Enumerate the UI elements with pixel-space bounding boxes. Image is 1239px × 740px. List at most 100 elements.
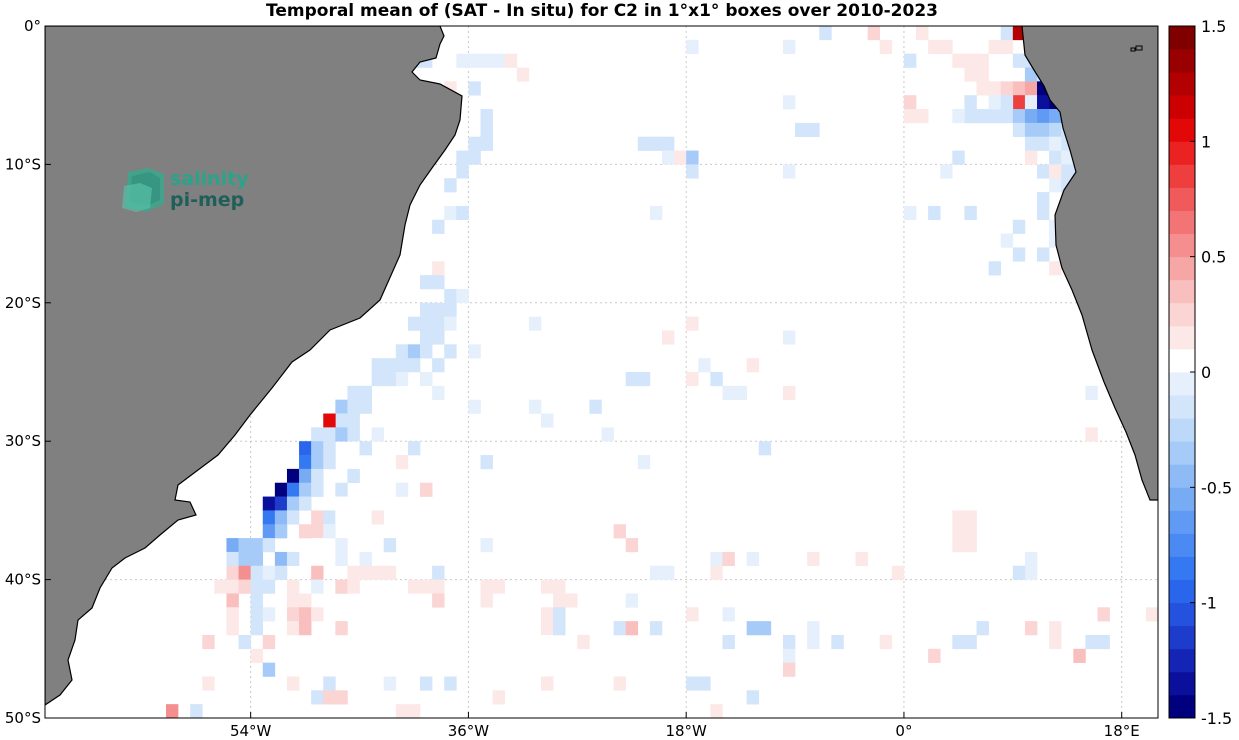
data-cell (613, 524, 626, 539)
data-cell (1024, 136, 1038, 151)
data-cell (686, 316, 699, 331)
data-cell (807, 122, 820, 138)
data-cell (480, 109, 493, 124)
data-cell (1024, 122, 1038, 138)
data-cell (964, 524, 977, 539)
data-cell (323, 524, 336, 539)
data-cell (432, 385, 445, 400)
data-cell (335, 551, 348, 567)
data-cell (274, 565, 288, 580)
data-cell (686, 39, 699, 54)
data-cell (541, 621, 554, 636)
data-cell (468, 53, 481, 68)
data-cell (686, 372, 699, 387)
data-cell (250, 565, 264, 580)
data-cell (432, 565, 445, 580)
data-cell (226, 607, 239, 622)
data-cell (395, 372, 409, 387)
colorbar-swatch (1169, 372, 1195, 396)
data-cell (432, 358, 445, 373)
colorbar-tick-label: 0 (1201, 363, 1211, 382)
data-cell (928, 39, 941, 54)
data-cell (952, 634, 965, 650)
data-cell (407, 316, 421, 331)
data-cell (903, 205, 917, 221)
data-cell (976, 621, 989, 636)
data-cell (577, 634, 590, 650)
data-cell (637, 372, 651, 387)
data-cell (1049, 164, 1062, 179)
data-cell (782, 634, 796, 650)
data-cell (1085, 634, 1098, 650)
data-cell (226, 551, 239, 567)
data-cell (262, 634, 276, 650)
data-cell (480, 593, 493, 608)
data-cell (274, 496, 288, 511)
data-cell (722, 607, 735, 622)
data-cell (831, 634, 844, 650)
data-cell (286, 538, 300, 553)
data-cell (226, 621, 239, 636)
data-cell (311, 441, 324, 456)
data-cell (1037, 247, 1050, 262)
data-cell (456, 150, 469, 165)
data-cell (1049, 178, 1062, 193)
data-cell (226, 565, 239, 580)
data-cell (323, 510, 336, 525)
data-cell (214, 579, 227, 594)
data-cell (238, 538, 251, 553)
data-cell (456, 205, 469, 221)
data-cell (698, 358, 711, 373)
data-cell (286, 468, 300, 484)
data-cell (347, 427, 360, 442)
data-cell (432, 219, 445, 234)
data-cell (649, 136, 663, 151)
colorbar-swatch (1169, 72, 1195, 96)
data-cell (504, 53, 518, 68)
data-cell (165, 704, 179, 718)
colorbar-swatch (1169, 325, 1195, 350)
data-cell (299, 455, 312, 470)
data-cell (649, 205, 663, 221)
data-cell (1145, 607, 1158, 622)
data-cell (444, 205, 457, 221)
logo-mark-icon (122, 168, 164, 212)
data-cell (311, 579, 324, 594)
data-cell (553, 593, 566, 608)
data-cell (758, 441, 772, 456)
data-cell (1024, 150, 1038, 165)
data-cell (456, 164, 469, 179)
data-cell (420, 482, 433, 497)
data-cell (686, 150, 699, 165)
colorbar-swatch (1169, 395, 1195, 419)
data-cell (323, 690, 336, 705)
data-cell (1012, 95, 1026, 110)
colorbar-swatch (1169, 141, 1195, 165)
colorbar-swatch (1169, 602, 1195, 627)
data-cell (964, 205, 977, 221)
data-cell (686, 607, 699, 622)
data-cell (335, 413, 348, 428)
colorbar-swatch (1169, 187, 1195, 211)
data-cell (444, 676, 457, 691)
data-cell (1085, 427, 1098, 442)
data-cell (867, 26, 881, 41)
colorbar-swatch (1169, 533, 1195, 557)
colorbar-swatch (1169, 487, 1195, 511)
data-cell (1012, 247, 1026, 262)
data-cell (480, 136, 493, 151)
data-cell (274, 551, 288, 567)
colorbar-swatch (1169, 49, 1195, 73)
colorbar-swatch (1169, 164, 1195, 188)
data-cell (299, 621, 312, 636)
data-cell (420, 330, 433, 345)
colorbar-swatch (1169, 279, 1195, 304)
data-cell (976, 53, 989, 68)
colorbar-swatch (1169, 256, 1195, 281)
data-cell (722, 385, 735, 400)
y-tick-label: 50°S (5, 709, 41, 727)
data-cell (1012, 81, 1026, 96)
data-cell (359, 441, 372, 456)
data-cell (286, 621, 300, 636)
data-cell (807, 551, 820, 567)
